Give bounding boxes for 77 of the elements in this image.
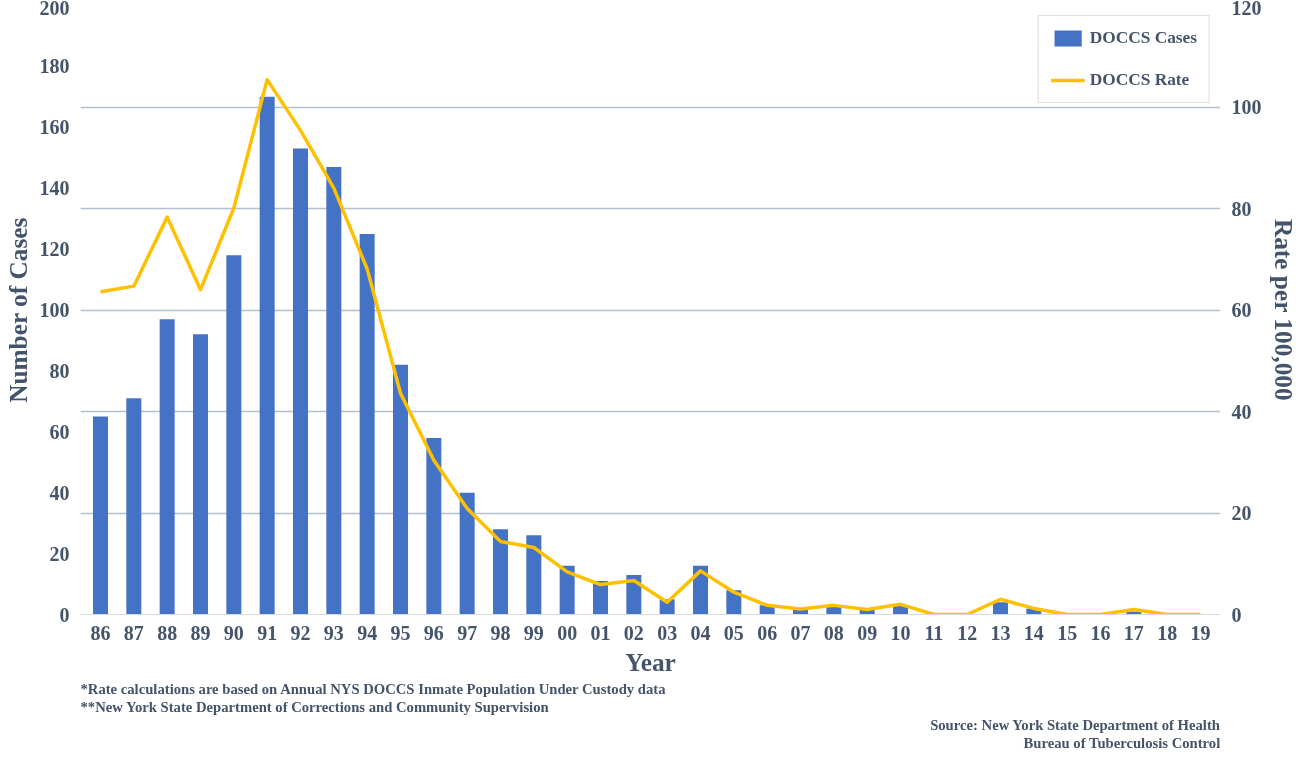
x-tick-label: 14 (1023, 621, 1044, 644)
legend-label: DOCCS Cases (1089, 28, 1197, 48)
x-tick-label: 03 (657, 621, 678, 644)
y2-axis-title: Rate per 100,000 (1269, 218, 1298, 401)
bar (259, 96, 275, 615)
x-tick-label: 12 (957, 621, 978, 644)
x-tick-label: 10 (890, 621, 911, 644)
bar (459, 492, 475, 615)
x-tick-label: 89 (190, 621, 211, 644)
x-tick-label: 06 (757, 621, 778, 644)
bar (126, 398, 142, 615)
x-tick-label: 04 (690, 621, 711, 644)
bar (526, 535, 542, 615)
y-axis-title: Number of Cases (3, 217, 32, 403)
x-tick-label: 92 (290, 621, 311, 644)
x-tick-label: 02 (623, 621, 644, 644)
y2-tick-label: 40 (1231, 400, 1252, 423)
x-tick-label: 05 (723, 621, 744, 644)
source-note: Source: New York State Department of Health (930, 716, 1220, 733)
legend-label: DOCCS Rate (1089, 70, 1190, 90)
text: Bureau of Tuberculosis Control (1023, 734, 1221, 751)
bar (159, 319, 175, 615)
x-tick-label: 97 (457, 621, 478, 644)
y-tick-label: 60 (49, 420, 70, 443)
x-tick-label: 01 (590, 621, 611, 644)
x-tick-label: 18 (1157, 621, 1178, 644)
x-tick-label: 88 (157, 621, 178, 644)
x-tick-label: 16 (1090, 621, 1111, 644)
x-tick-label: 11 (924, 621, 944, 644)
x-tick-label: 09 (857, 621, 878, 644)
y-tick-label: 20 (49, 542, 70, 565)
x-tick-label: 13 (990, 621, 1011, 644)
y-tick-label: 40 (49, 481, 70, 504)
y-tick-label: 140 (39, 177, 70, 200)
x-tick-label: 15 (1057, 621, 1078, 644)
y2-tick-label: 20 (1231, 502, 1252, 524)
x-tick-label: 94 (357, 621, 378, 644)
x-tick-label: 17 (1123, 621, 1144, 644)
bar (326, 166, 342, 615)
y2-tick-label: 80 (1231, 197, 1252, 220)
x-tick-label: 86 (90, 621, 111, 644)
x-tick-label: 00 (557, 621, 578, 644)
y-tick-label: 0 (59, 603, 70, 626)
y-tick-label: 180 (39, 55, 70, 78)
x-tick-label: 90 (223, 621, 244, 644)
x-tick-label: 93 (323, 621, 344, 644)
bar (359, 233, 375, 615)
bar (293, 148, 308, 615)
x-tick-label: 91 (257, 621, 278, 644)
x-tick-label: 96 (423, 621, 444, 644)
bar (393, 364, 408, 615)
bar (993, 602, 1008, 615)
x-tick-label: 87 (123, 621, 144, 644)
y-tick-label: 80 (49, 359, 70, 382)
bar (426, 437, 442, 615)
x-tick-label: 99 (523, 621, 544, 644)
y2-tick-label: 120 (1231, 0, 1262, 19)
y2-tick-label: 100 (1231, 96, 1262, 118)
x-tick-label: 19 (1190, 621, 1211, 644)
x-tick-label: 08 (823, 621, 844, 644)
y-tick-label: 120 (39, 238, 70, 261)
text: **New York State Department of Corrections and Community Supervision (80, 698, 549, 715)
bar (226, 255, 242, 615)
x-axis-title: Year (625, 647, 676, 676)
y2-tick-label: 0 (1231, 603, 1242, 626)
bar (193, 334, 208, 615)
x-tick-label: 95 (390, 621, 411, 644)
y-tick-label: 160 (39, 116, 70, 139)
bar (493, 529, 508, 615)
y-tick-label: 200 (39, 0, 70, 19)
y2-tick-label: 60 (1231, 299, 1252, 321)
bar (93, 416, 108, 615)
x-tick-label: 07 (790, 621, 811, 644)
x-tick-label: 98 (490, 621, 511, 644)
y-tick-label: 100 (39, 299, 70, 321)
text: *Rate calculations are based on Annual NYS DOCCS Inmate Population Under Custody data (80, 680, 667, 697)
bar (559, 565, 575, 615)
